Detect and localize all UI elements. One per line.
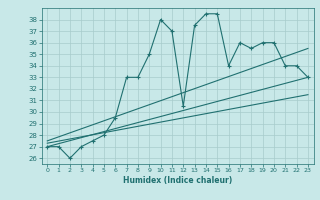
X-axis label: Humidex (Indice chaleur): Humidex (Indice chaleur) (123, 176, 232, 185)
